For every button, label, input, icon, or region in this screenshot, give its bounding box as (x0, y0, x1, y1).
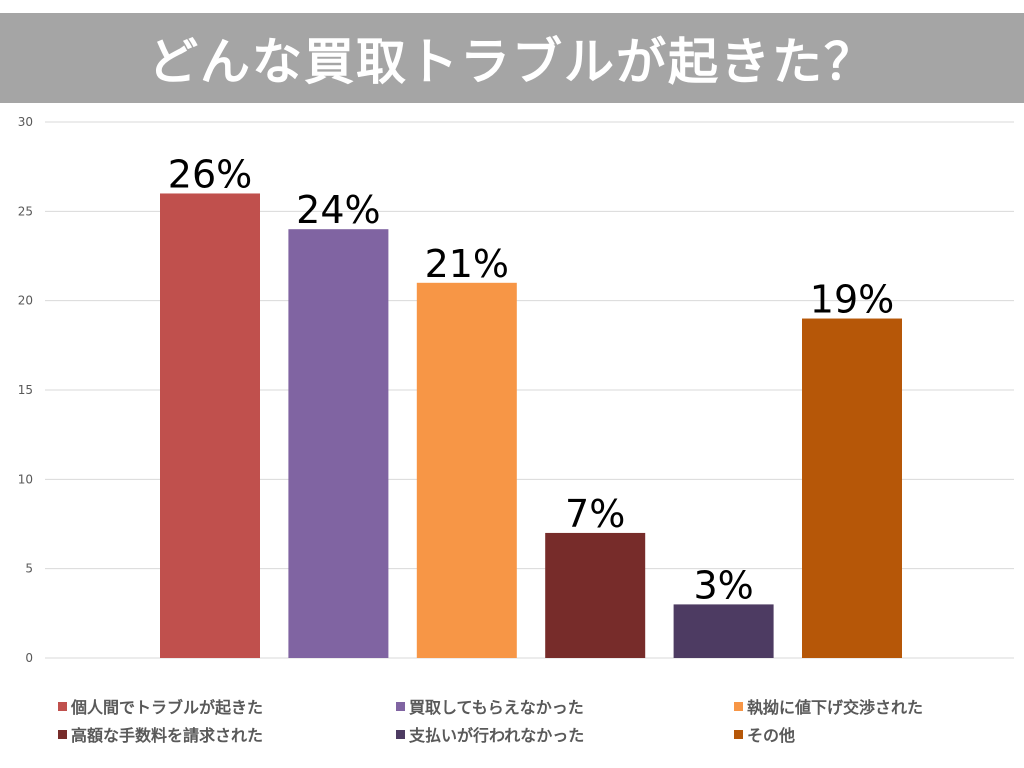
chart-legend: 個人間でトラブルが起きた 買取してもらえなかった 執拗に値下げ交渉された 高額な… (58, 690, 1018, 750)
bar-chart: 0 5 10 15 20 25 30 26% 24% 21% 7% 3% 19% (18, 115, 1014, 665)
bar (160, 193, 260, 658)
legend-label-2: 執拗に値下げ交渉された (747, 698, 924, 717)
legend-swatch-3 (58, 729, 67, 739)
bar (416, 282, 517, 658)
data-label: 3% (693, 563, 753, 607)
legend-label-5: その他 (747, 726, 796, 745)
data-label: 24% (296, 188, 380, 232)
bar (802, 318, 902, 658)
y-tick-label: 20 (18, 294, 33, 308)
chart-title: どんな買取トラブルが起きた？ (148, 33, 876, 91)
chart-title-bar: どんな買取トラブルが起きた？ (0, 13, 1024, 103)
bar (545, 532, 646, 658)
legend-item-3: 高額な手数料を請求された (58, 722, 263, 746)
legend-label-1: 買取してもらえなかった (409, 698, 584, 717)
legend-item-4: 支払いが行われなかった (396, 722, 584, 746)
legend-item-0: 個人間でトラブルが起きた (58, 694, 263, 718)
legend-swatch-0 (58, 701, 67, 711)
bar (288, 229, 389, 658)
y-tick-label: 10 (18, 472, 33, 486)
legend-item-2: 執拗に値下げ交渉された (734, 694, 923, 718)
y-tick-label: 30 (18, 115, 33, 129)
y-tick-label: 25 (18, 204, 33, 218)
legend-swatch-5 (734, 729, 743, 739)
y-tick-label: 15 (18, 383, 33, 397)
legend-label-4: 支払いが行われなかった (409, 726, 585, 745)
legend-label-3: 高額な手数料を請求された (71, 726, 264, 745)
data-label: 21% (425, 242, 509, 286)
bar (673, 604, 774, 658)
legend-label-0: 個人間でトラブルが起きた (71, 698, 264, 717)
legend-swatch-1 (396, 701, 405, 711)
y-tick-label: 0 (25, 651, 33, 665)
legend-item-5: その他 (734, 722, 795, 746)
y-tick-label: 5 (25, 562, 33, 576)
data-label: 26% (168, 152, 252, 196)
legend-swatch-2 (734, 701, 743, 711)
data-label: 19% (810, 278, 894, 322)
legend-swatch-4 (396, 729, 405, 739)
data-label: 7% (565, 492, 625, 536)
legend-item-1: 買取してもらえなかった (396, 694, 584, 718)
